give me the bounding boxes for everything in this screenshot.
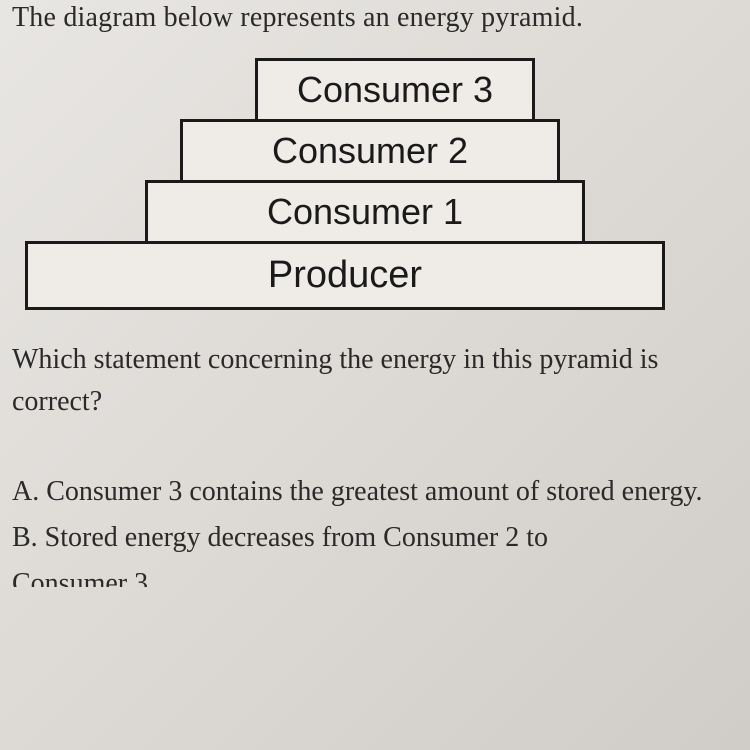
pyramid-level-consumer2: Consumer 2 xyxy=(180,119,560,183)
question-text: Which statement concerning the energy in… xyxy=(0,331,750,423)
answer-option-b-cutoff: Consumer 3 xyxy=(12,563,738,587)
pyramid-level-consumer1: Consumer 1 xyxy=(145,180,585,244)
answer-option-a: A. Consumer 3 contains the greatest amou… xyxy=(12,471,738,513)
intro-text: The diagram below represents an energy p… xyxy=(0,0,750,52)
answer-choices: A. Consumer 3 contains the greatest amou… xyxy=(0,423,750,587)
pyramid-level-producer: Producer xyxy=(25,241,665,310)
answer-option-b: B. Stored energy decreases from Consumer… xyxy=(12,517,738,559)
pyramid-level-consumer3: Consumer 3 xyxy=(255,58,535,122)
energy-pyramid: Consumer 3 Consumer 2 Consumer 1 Produce… xyxy=(0,58,750,307)
